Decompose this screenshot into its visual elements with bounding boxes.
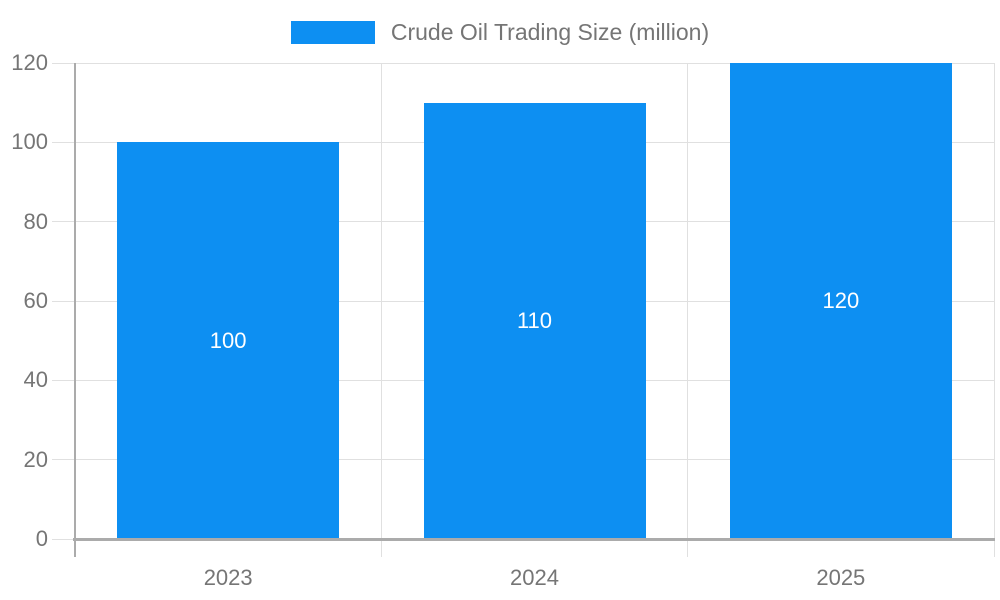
- bar-value-label: 110: [516, 307, 553, 333]
- x-axis-tick-label: 2023: [203, 565, 253, 590]
- legend: Crude Oil Trading Size (million): [0, 19, 1000, 46]
- bar-2024[interactable]: [423, 102, 646, 539]
- x-axis-tick-label: 2025: [816, 565, 866, 590]
- y-axis-tick-label: 80: [23, 208, 48, 234]
- y-axis-line: [74, 63, 76, 557]
- gridline-vertical: [380, 63, 382, 557]
- y-axis-tick-label: 120: [11, 50, 48, 75]
- bar-value-label: 100: [209, 327, 247, 353]
- y-axis-tick-label: 0: [35, 526, 48, 551]
- y-axis-tick-label: 60: [23, 288, 48, 313]
- legend-swatch: [290, 21, 375, 44]
- bar-value-label: 120: [822, 288, 860, 313]
- bar-2023[interactable]: [117, 142, 340, 539]
- x-axis-tick-label: 2024: [510, 565, 559, 590]
- gridline-vertical: [687, 63, 689, 557]
- bar-2025[interactable]: [729, 63, 952, 539]
- y-axis-tick-label: 40: [23, 367, 48, 393]
- legend-label: Crude Oil Trading Size (million): [390, 19, 710, 45]
- x-axis-line: [73, 538, 995, 541]
- gridline-vertical: [993, 63, 995, 557]
- y-axis-tick-label: 20: [23, 446, 48, 472]
- y-axis-tick-label: 100: [11, 129, 48, 155]
- gridline-horizontal: [52, 62, 994, 64]
